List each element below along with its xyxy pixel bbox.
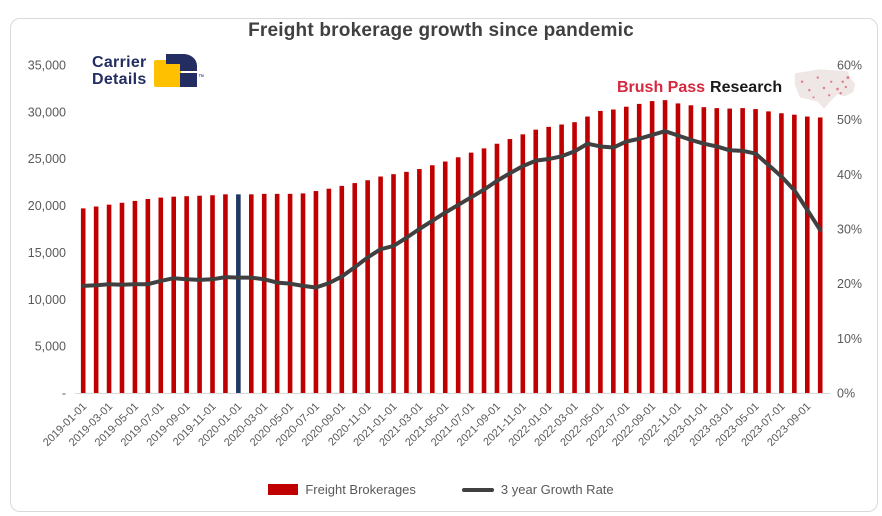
- legend-label-freight-brokerages: Freight Brokerages: [305, 482, 416, 497]
- legend-swatch-bar-icon: [268, 484, 299, 495]
- bar-2023-05-01[interactable]: [753, 109, 758, 394]
- bar-2022-08-01[interactable]: [636, 103, 642, 393]
- brush-pass-logo-text-red: Brush Pass: [617, 79, 706, 96]
- bar-2020-06-01[interactable]: [300, 193, 306, 393]
- legend: Freight Brokerages 3 year Growth Rate: [0, 482, 882, 497]
- left-axis-tick-label: 20,000: [28, 199, 66, 213]
- bar-2022-05-01[interactable]: [598, 110, 603, 394]
- bar-2023-06-01[interactable]: [766, 111, 771, 393]
- bar-2019-01-01[interactable]: [80, 208, 86, 393]
- left-axis-tick-label: 35,000: [28, 59, 66, 73]
- bar-2021-09-01[interactable]: [494, 143, 500, 393]
- right-axis-tick-label: 20%: [837, 277, 862, 291]
- bar-2020-12-01[interactable]: [378, 176, 383, 393]
- carrier-details-logo-icon: ™: [153, 54, 204, 87]
- bar-2019-05-01[interactable]: [132, 200, 138, 393]
- bar-2021-08-01[interactable]: [481, 148, 487, 393]
- bar-2019-09-01[interactable]: [184, 196, 189, 393]
- right-axis-tick-label: 50%: [837, 113, 862, 127]
- bar-2019-07-01[interactable]: [158, 197, 164, 393]
- left-axis-tick-label: -: [62, 387, 66, 401]
- bar-2019-10-01[interactable]: [197, 195, 202, 393]
- bar-2022-07-01[interactable]: [623, 106, 629, 393]
- bar-2021-02-01[interactable]: [404, 171, 409, 393]
- carrier-details-logo: Carrier Details ™: [92, 53, 204, 89]
- bar-2020-05-01[interactable]: [287, 193, 293, 393]
- left-axis-tick-label: 10,000: [28, 293, 66, 307]
- right-axis-tick-label: 40%: [837, 168, 862, 182]
- bar-2022-04-01[interactable]: [585, 116, 590, 393]
- bar-2019-11-01[interactable]: [210, 195, 215, 393]
- bar-2022-09-01[interactable]: [649, 101, 655, 393]
- bar-2020-02-01[interactable]: [248, 194, 254, 393]
- bar-2021-10-01[interactable]: [507, 139, 513, 393]
- bar-2023-02-01[interactable]: [714, 108, 720, 394]
- bar-2022-02-01[interactable]: [559, 124, 564, 393]
- bar-2020-04-01[interactable]: [274, 193, 280, 393]
- bar-2022-01-01[interactable]: [546, 126, 551, 393]
- bar-2020-10-01[interactable]: [352, 183, 358, 393]
- carrier-logo-line1: Carrier: [92, 54, 147, 71]
- bar-2021-11-01[interactable]: [520, 134, 526, 393]
- bar-2022-03-01[interactable]: [572, 122, 577, 394]
- legend-item-growth-rate[interactable]: 3 year Growth Rate: [461, 482, 614, 497]
- bar-2022-12-01[interactable]: [688, 105, 694, 394]
- carrier-details-logo-text: Carrier Details: [92, 54, 147, 88]
- bar-2023-01-01[interactable]: [701, 107, 707, 394]
- bar-2023-04-01[interactable]: [740, 108, 745, 394]
- bar-2021-07-01[interactable]: [468, 152, 474, 393]
- growth-rate-line[interactable]: [81, 129, 823, 290]
- bar-2020-07-01[interactable]: [313, 191, 319, 393]
- bar-2023-07-01[interactable]: [779, 113, 784, 393]
- bar-2021-12-01[interactable]: [533, 129, 539, 393]
- bar-2019-04-01[interactable]: [119, 202, 125, 393]
- bar-2019-03-01[interactable]: [106, 204, 112, 393]
- bar-2023-03-01[interactable]: [727, 108, 732, 393]
- carrier-logo-tm: ™: [198, 74, 204, 81]
- left-axis-tick-label: 15,000: [28, 246, 66, 260]
- bar-2019-06-01[interactable]: [145, 199, 151, 393]
- bar-2020-08-01[interactable]: [326, 188, 332, 393]
- bar-2020-09-01[interactable]: [339, 185, 345, 393]
- carrier-logo-line2: Details: [92, 71, 147, 88]
- right-axis-tick-label: 10%: [837, 332, 862, 346]
- right-axis-tick-label: 30%: [837, 223, 862, 237]
- bar-2020-03-01[interactable]: [261, 193, 267, 393]
- right-axis-tick-label: 60%: [837, 59, 862, 73]
- bar-2022-06-01[interactable]: [611, 109, 616, 393]
- brush-pass-logo-text-black: Research: [710, 79, 783, 96]
- bar-2019-02-01[interactable]: [93, 206, 99, 393]
- left-axis-tick-label: 5,000: [35, 340, 66, 354]
- bar-2020-11-01[interactable]: [365, 180, 370, 393]
- usa-map-icon: [794, 69, 856, 109]
- bar-2023-10-01[interactable]: [817, 117, 823, 393]
- brush-pass-logo: Brush Pass Research: [617, 63, 860, 113]
- bar-2021-05-01[interactable]: [442, 161, 448, 393]
- bar-2022-11-01[interactable]: [675, 103, 681, 394]
- bar-2023-08-01[interactable]: [792, 114, 797, 394]
- bar-2020-01-01[interactable]: [236, 194, 241, 393]
- right-axis-tick-label: 0%: [837, 387, 855, 401]
- legend-item-freight-brokerages[interactable]: Freight Brokerages: [268, 482, 416, 497]
- legend-label-growth-rate: 3 year Growth Rate: [500, 482, 614, 497]
- bar-2022-10-01[interactable]: [662, 100, 668, 393]
- left-axis-tick-label: 25,000: [28, 152, 66, 166]
- bar-2019-12-01[interactable]: [223, 194, 228, 393]
- bar-2021-03-01[interactable]: [417, 169, 422, 393]
- bar-2023-09-01[interactable]: [804, 116, 810, 393]
- legend-swatch-line-icon: [461, 487, 494, 492]
- bar-2021-06-01[interactable]: [455, 157, 461, 393]
- bar-2021-04-01[interactable]: [430, 165, 435, 393]
- bar-2019-08-01[interactable]: [171, 196, 177, 393]
- chart-title: Freight brokerage growth since pandemic: [248, 20, 634, 41]
- bar-2021-01-01[interactable]: [391, 174, 396, 393]
- left-axis-tick-label: 30,000: [28, 105, 66, 119]
